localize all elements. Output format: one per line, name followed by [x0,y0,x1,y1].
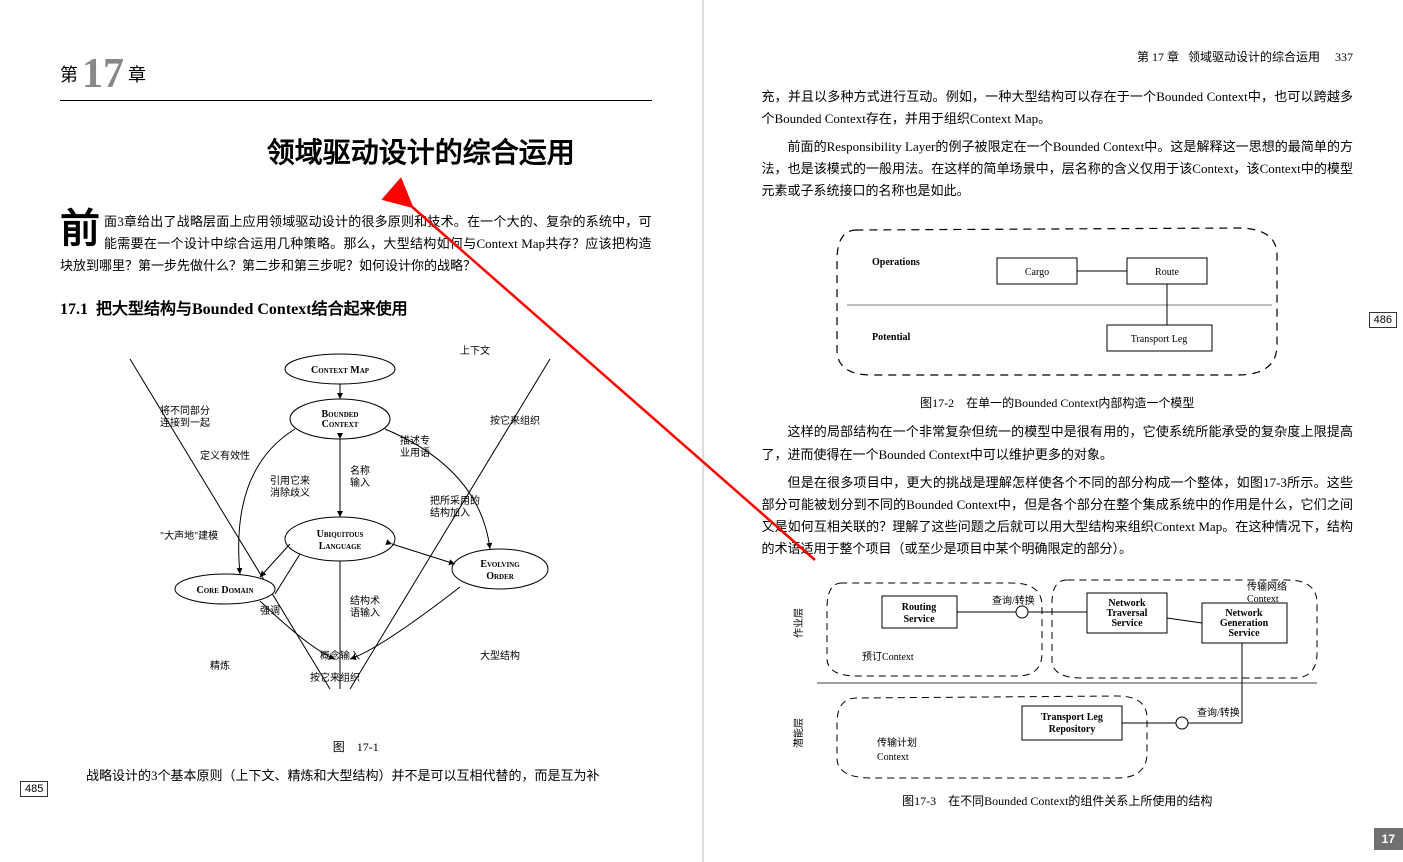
right-p3: 这样的局部结构在一个非常复杂但统一的模型中是很有用的，它使系统所能承受的复杂度上… [762,421,1354,465]
svg-text:Routing: Routing [902,602,936,613]
running-title: 领域驱动设计的综合运用 [1188,50,1320,64]
svg-text:Context: Context [1247,594,1279,605]
svg-text:传输网络: 传输网络 [1247,580,1287,593]
chapter-header: 第 17 章 [60,50,652,101]
d2-cargo: Cargo [1025,267,1049,278]
section-heading: 17.1 把大型结构与Bounded Context结合起来使用 [60,295,652,319]
chapter-tab: 17 [1374,828,1403,850]
chap-number: 17 [82,51,124,97]
d1-lbl-l11: 概念输入 [320,649,360,662]
right-p1: 充，并且以多种方式进行互动。例如，一种大型结构可以存在于一个Bounded Co… [762,86,1354,130]
chap-suffix: 章 [128,65,146,85]
d3-qt2: 查询/转换 [1197,706,1240,719]
svg-text:Context: Context [877,752,909,763]
right-p4: 但是在很多项目中，更大的挑战是理解怎样使各个不同的部分构成一个整体，如图17-3… [762,472,1354,560]
d3-qt1: 查询/转换 [992,594,1035,607]
svg-text:Service: Service [1229,628,1261,639]
right-p2: 前面的Responsibility Layer的例子被限定在一个Bounded … [762,136,1354,202]
running-header: 第 17 章 领域驱动设计的综合运用 337 [1137,48,1353,65]
d2-operations: Operations [872,257,920,268]
d1-lbl-l9: 强调 [260,605,280,617]
d1-lbl-bl: 精炼 [210,659,230,672]
chap-prefix: 第 [60,65,78,85]
left-page: 第 17 章 领域驱动设计的综合运用 前 面3章给出了战略层面上应用领域驱动设计… [0,0,702,862]
d1-lbl-l4: 按它来组织 [490,414,540,427]
d3-side-top: 作业层 [793,608,805,638]
intro-paragraph: 前 面3章给出了战略层面上应用领域驱动设计的很多原则和技术。在一个大的、复杂的系… [60,211,652,277]
page-divider [702,0,704,862]
figure-17-1: Context Map Bounded Context Bounded Cont… [60,329,620,729]
right-page: 第 17 章 领域驱动设计的综合运用 337 充，并且以多种方式进行互动。例如，… [702,0,1403,862]
svg-text:Service: Service [1112,618,1144,629]
svg-text:业用语: 业用语 [400,447,430,459]
figure-17-2: Operations Potential Cargo Route Transpo… [817,210,1297,390]
svg-text:Service: Service [904,614,936,625]
node-core-domain: Core Domain [197,585,254,596]
intro-text: 面3章给出了战略层面上应用领域驱动设计的很多原则和技术。在一个大的、复杂的系统中… [60,214,652,273]
svg-text:Order: Order [486,571,515,582]
chapter-title: 领域驱动设计的综合运用 [190,131,652,171]
right-side-pagenum: 486 [1369,312,1397,328]
d1-lbl-l8: "大声地"建模 [160,529,218,542]
d2-potential: Potential [872,332,911,343]
d1-lbl-l12: 按它来组织 [310,671,360,684]
d1-lbl-br: 大型结构 [480,649,520,662]
d2-transport-leg: Transport Leg [1131,334,1188,345]
d3-side-bottom: 潜能层 [792,718,805,748]
svg-text:传输计划: 传输计划 [877,736,917,749]
fig2-caption: 图17-2 在单一的Bounded Context内部构造一个模型 [762,394,1354,411]
d3-booking-ctx: 预订Context [862,651,914,663]
svg-text:Transport Leg: Transport Leg [1041,712,1103,723]
d2-route: Route [1155,267,1179,278]
d1-lbl-l2: 定义有效性 [200,449,250,462]
node-context-map: Context Map [311,365,370,376]
fig3-caption: 图17-3 在不同Bounded Context的组件关系上所使用的结构 [762,792,1354,809]
dropcap: 前 [60,211,100,247]
left-side-pagenum: 485 [20,781,48,797]
section-title: 把大型结构与Bounded Context结合起来使用 [96,301,408,318]
svg-text:Repository: Repository [1049,724,1096,735]
left-bottom-para: 战略设计的3个基本原则（上下文、精炼和大型结构）并不是可以互相代替的，而是互为补 [60,765,652,787]
figure-17-3: 作业层 潜能层 Routing Service Routing Service … [787,568,1327,788]
running-pagenum: 337 [1335,50,1353,64]
section-number: 17.1 [60,301,88,318]
running-chapter: 第 17 章 [1137,50,1179,64]
d1-lbl-top: 上下文 [460,344,490,357]
svg-text:Language: Language [319,541,362,552]
fig1-caption: 图 17-1 [60,738,652,755]
